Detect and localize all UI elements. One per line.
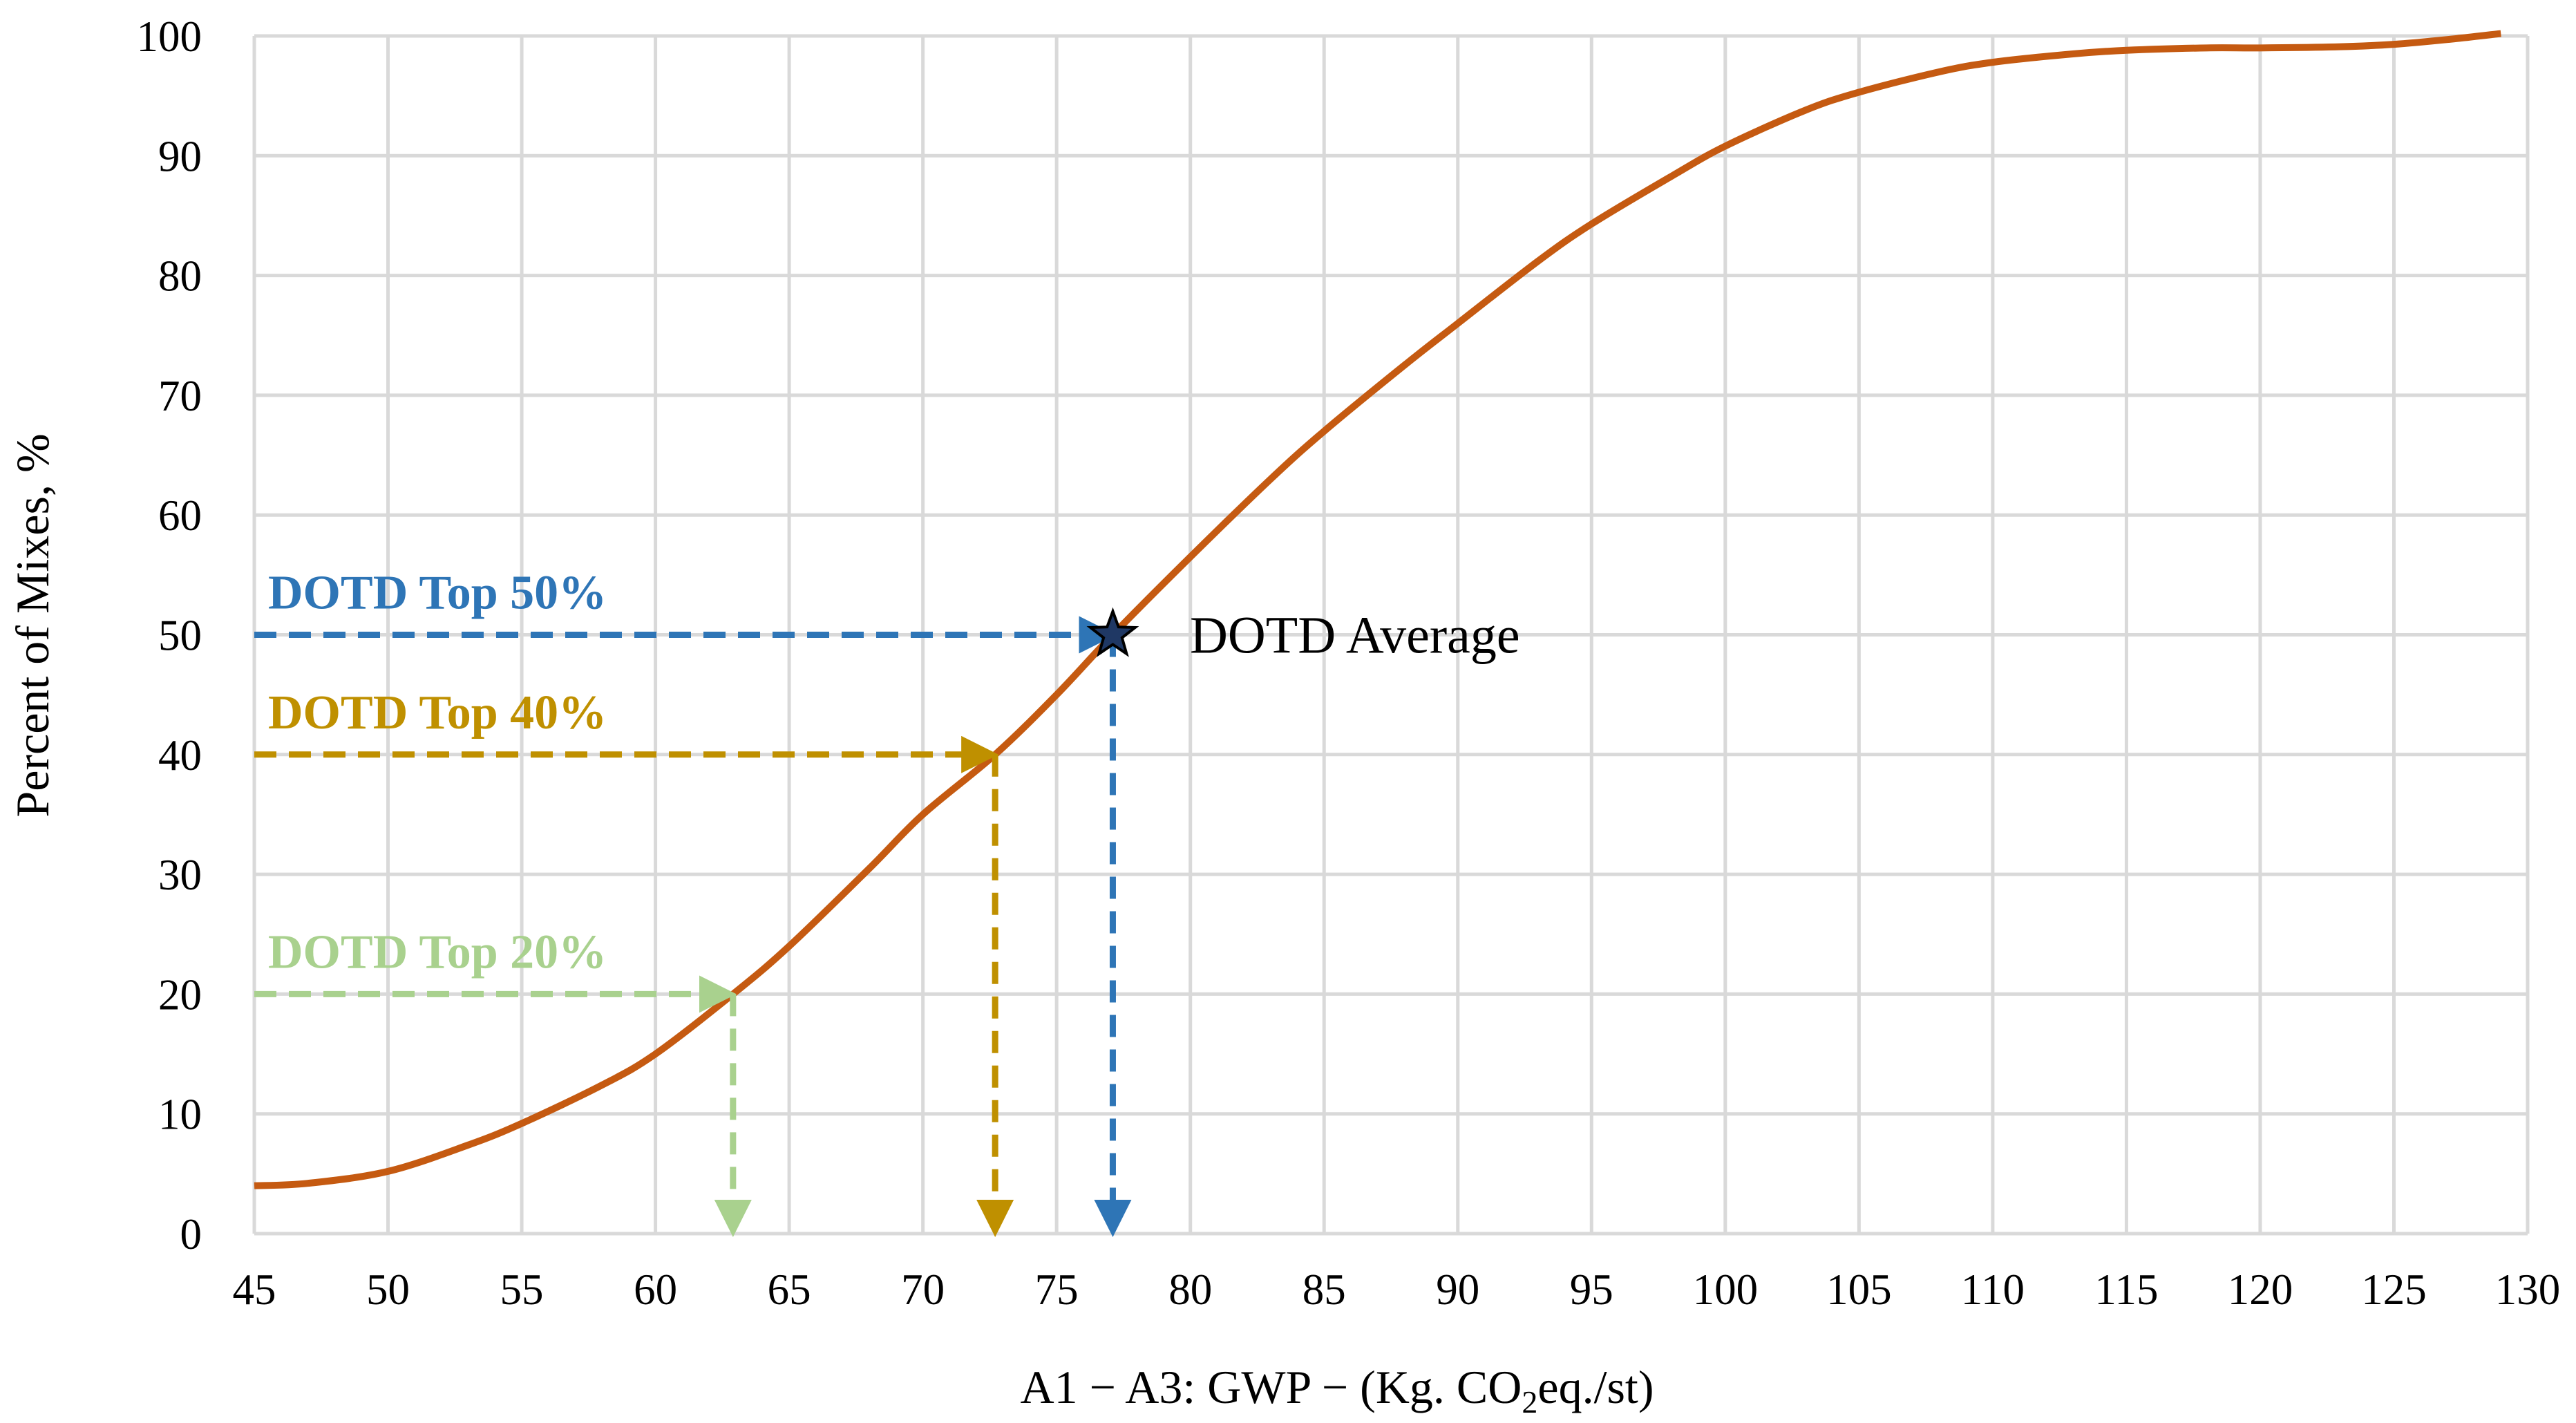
x-tick-label: 110 bbox=[1961, 1265, 2025, 1314]
series-line bbox=[254, 30, 2501, 1189]
annotation-layer: DOTD Top 50% DOTD Top 40% DOTD Top 20% DOTD… bbox=[254, 567, 1520, 1237]
x-tick-label: 130 bbox=[2495, 1265, 2561, 1314]
x-tick-label: 95 bbox=[1570, 1265, 1613, 1314]
annotation-label: DOTD Top 50% bbox=[268, 567, 607, 620]
x-tick-label: 100 bbox=[1693, 1265, 1759, 1314]
y-tick-label: 90 bbox=[158, 132, 202, 180]
x-tick-label: 45 bbox=[233, 1265, 276, 1314]
y-tick-label: 100 bbox=[137, 12, 202, 61]
x-tick-label: 105 bbox=[1826, 1265, 1892, 1314]
y-tick-label: 10 bbox=[158, 1091, 202, 1139]
x-tick-label: 115 bbox=[2094, 1265, 2158, 1314]
y-axis-title: Percent of Mixes, % bbox=[6, 433, 59, 817]
y-tick-label: 40 bbox=[158, 731, 202, 780]
x-tick-label: 55 bbox=[500, 1265, 544, 1314]
x-tick-label: 80 bbox=[1168, 1265, 1212, 1314]
average-star-marker bbox=[1086, 607, 1139, 657]
x-tick-label: 90 bbox=[1436, 1265, 1479, 1314]
series-layer bbox=[254, 30, 2501, 1189]
average-marker-label: DOTD Average bbox=[1190, 607, 1520, 665]
tick-labels: 45 50 55 60 65 70 75 80 85 90 95 100 105 110 115 120 125… bbox=[137, 12, 2561, 1314]
x-tick-label: 70 bbox=[901, 1265, 945, 1314]
x-tick-label: 120 bbox=[2228, 1265, 2293, 1314]
x-axis-title: A1 − A3: GWP − (Kg. CO2eq./st) bbox=[1021, 1361, 1654, 1420]
x-tick-label: 60 bbox=[634, 1265, 677, 1314]
x-tick-label: 85 bbox=[1303, 1265, 1346, 1314]
y-tick-label: 0 bbox=[180, 1210, 202, 1259]
y-tick-label: 80 bbox=[158, 252, 202, 301]
gridlines bbox=[252, 34, 2530, 1236]
annotation-label: DOTD Top 40% bbox=[268, 686, 607, 739]
y-tick-label: 30 bbox=[158, 851, 202, 899]
annotation-label: DOTD Top 20% bbox=[268, 925, 607, 979]
y-tick-label: 60 bbox=[158, 491, 202, 540]
x-tick-label: 65 bbox=[768, 1265, 811, 1314]
x-tick-label: 125 bbox=[2361, 1265, 2427, 1314]
y-tick-label: 50 bbox=[158, 612, 202, 660]
x-tick-label: 50 bbox=[366, 1265, 410, 1314]
y-tick-label: 70 bbox=[158, 372, 202, 420]
x-tick-label: 75 bbox=[1035, 1265, 1079, 1314]
y-tick-label: 20 bbox=[158, 970, 202, 1019]
